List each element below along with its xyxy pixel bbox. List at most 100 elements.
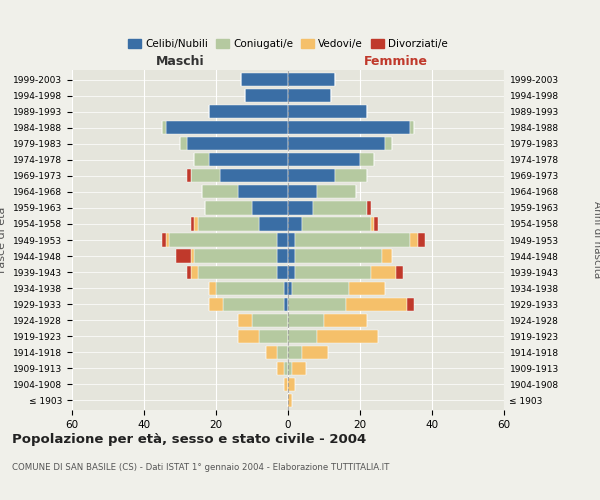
- Bar: [202, 186, 238, 198]
- Bar: [259, 218, 288, 230]
- Bar: [346, 298, 407, 310]
- Bar: [180, 137, 187, 150]
- Bar: [349, 282, 385, 294]
- Bar: [209, 105, 288, 118]
- Bar: [288, 89, 331, 102]
- Bar: [284, 282, 288, 294]
- Bar: [241, 73, 288, 86]
- Bar: [205, 202, 252, 214]
- Bar: [238, 330, 259, 343]
- Bar: [410, 121, 414, 134]
- Bar: [194, 218, 198, 230]
- Text: Maschi: Maschi: [155, 56, 205, 68]
- Bar: [295, 234, 410, 246]
- Bar: [187, 266, 191, 278]
- Bar: [162, 121, 166, 134]
- Bar: [187, 170, 191, 182]
- Bar: [292, 282, 349, 294]
- Bar: [169, 234, 277, 246]
- Bar: [288, 298, 346, 310]
- Bar: [288, 137, 385, 150]
- Bar: [166, 121, 288, 134]
- Bar: [187, 137, 288, 150]
- Text: Anni di nascita: Anni di nascita: [592, 202, 600, 278]
- Bar: [266, 346, 277, 359]
- Bar: [284, 362, 288, 375]
- Bar: [382, 250, 392, 262]
- Bar: [194, 250, 277, 262]
- Bar: [284, 298, 288, 310]
- Bar: [162, 234, 166, 246]
- Bar: [288, 346, 302, 359]
- Bar: [288, 234, 295, 246]
- Bar: [418, 234, 425, 246]
- Bar: [252, 202, 288, 214]
- Bar: [374, 218, 378, 230]
- Bar: [238, 314, 252, 327]
- Bar: [371, 266, 396, 278]
- Bar: [288, 121, 410, 134]
- Bar: [277, 234, 288, 246]
- Bar: [324, 314, 367, 327]
- Bar: [317, 330, 378, 343]
- Bar: [191, 266, 198, 278]
- Bar: [360, 153, 374, 166]
- Bar: [277, 362, 284, 375]
- Bar: [410, 234, 418, 246]
- Bar: [259, 330, 288, 343]
- Bar: [198, 218, 259, 230]
- Bar: [277, 346, 288, 359]
- Bar: [209, 153, 288, 166]
- Bar: [238, 186, 288, 198]
- Bar: [292, 362, 306, 375]
- Bar: [198, 266, 277, 278]
- Bar: [288, 170, 335, 182]
- Bar: [288, 105, 367, 118]
- Bar: [288, 186, 317, 198]
- Bar: [396, 266, 403, 278]
- Bar: [295, 250, 382, 262]
- Bar: [313, 202, 367, 214]
- Bar: [220, 170, 288, 182]
- Bar: [191, 218, 194, 230]
- Bar: [288, 250, 295, 262]
- Bar: [216, 282, 284, 294]
- Bar: [367, 202, 371, 214]
- Bar: [288, 153, 360, 166]
- Legend: Celibi/Nubili, Coniugati/e, Vedovi/e, Divorziati/e: Celibi/Nubili, Coniugati/e, Vedovi/e, Di…: [124, 34, 452, 53]
- Bar: [288, 362, 292, 375]
- Bar: [288, 330, 317, 343]
- Bar: [288, 202, 313, 214]
- Bar: [191, 250, 194, 262]
- Text: Popolazione per età, sesso e stato civile - 2004: Popolazione per età, sesso e stato civil…: [12, 432, 366, 446]
- Bar: [245, 89, 288, 102]
- Bar: [407, 298, 414, 310]
- Bar: [284, 378, 288, 391]
- Bar: [277, 266, 288, 278]
- Y-axis label: Fasce di età: Fasce di età: [0, 207, 7, 273]
- Bar: [317, 186, 356, 198]
- Text: Femmine: Femmine: [364, 56, 428, 68]
- Bar: [371, 218, 374, 230]
- Bar: [191, 170, 220, 182]
- Bar: [288, 218, 302, 230]
- Bar: [288, 378, 295, 391]
- Bar: [176, 250, 191, 262]
- Bar: [209, 298, 223, 310]
- Bar: [295, 266, 371, 278]
- Bar: [302, 346, 328, 359]
- Bar: [288, 73, 335, 86]
- Text: COMUNE DI SAN BASILE (CS) - Dati ISTAT 1° gennaio 2004 - Elaborazione TUTTITALIA: COMUNE DI SAN BASILE (CS) - Dati ISTAT 1…: [12, 462, 389, 471]
- Bar: [335, 170, 367, 182]
- Bar: [194, 153, 209, 166]
- Bar: [288, 266, 295, 278]
- Bar: [252, 314, 288, 327]
- Bar: [223, 298, 284, 310]
- Bar: [288, 314, 324, 327]
- Bar: [288, 394, 292, 407]
- Bar: [166, 234, 169, 246]
- Bar: [302, 218, 371, 230]
- Bar: [288, 282, 292, 294]
- Bar: [277, 250, 288, 262]
- Bar: [385, 137, 392, 150]
